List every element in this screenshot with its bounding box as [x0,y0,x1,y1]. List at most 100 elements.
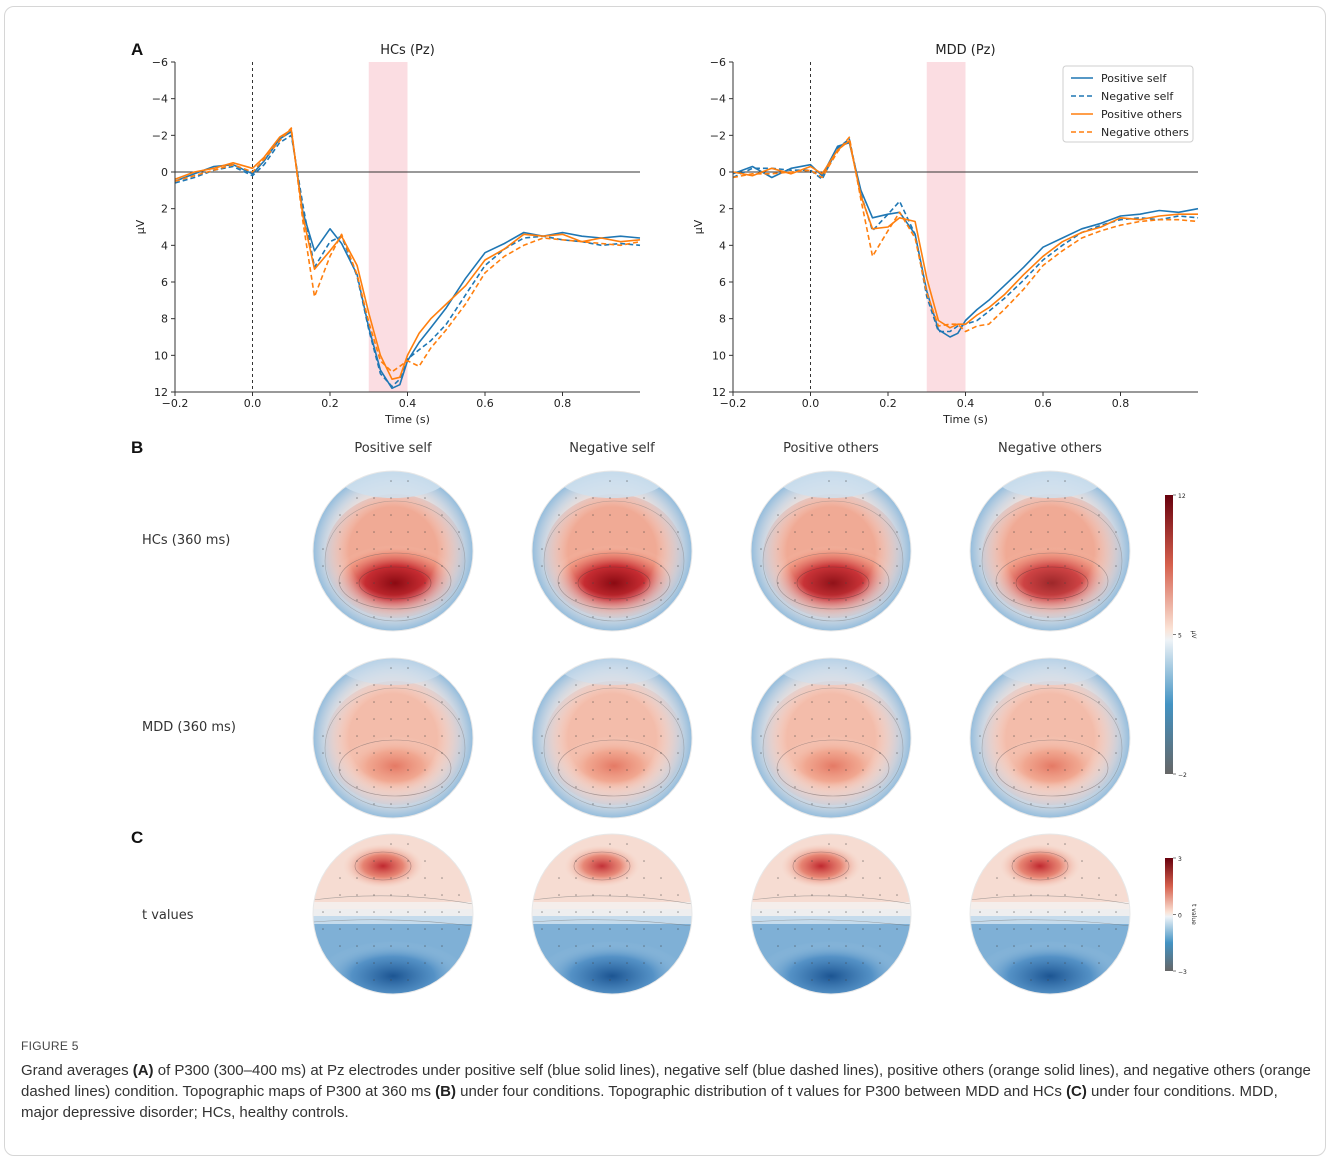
y-tick-label: 2 [719,203,726,216]
colorbar-label: t value [1190,904,1197,925]
x-axis-label: Time (s) [384,413,430,426]
caption-seg-4: under four conditions. Topographic distr… [455,1083,1067,1100]
head-outline [750,470,912,632]
colorbar-tick-label: 0 [1178,913,1182,920]
colorbar-tick-label: 5 [1178,633,1182,640]
figure-caption: Grand averages (A) of P300 (300–400 ms) … [21,1060,1311,1123]
y-tick-label: 4 [161,239,168,252]
row-label-hcs: HCs (360 ms) [142,533,231,548]
series-line-positive-others [174,129,641,381]
legend-box [1062,65,1194,143]
series-line-positive-others [732,140,1198,329]
figure-label: FIGURE 5 [21,1039,79,1053]
topomap [750,657,912,819]
y-tick-label: 2 [161,203,168,216]
head-outline [531,470,693,632]
x-tick-label: 0.8 [1112,397,1130,410]
y-tick-label: 8 [719,313,726,326]
topomap [969,833,1131,995]
chart-title: HCs (Pz) [380,43,435,58]
head-outline [969,833,1131,995]
erp-chart-mdd: −6 −4 −2 0 2 4 6 8 10 12−0.2 0.0 0.2 0.4 0.6 0.8 MDD (P… [692,43,1199,426]
y-tick-label: 4 [719,239,726,252]
series-line-negative-self [732,138,1199,333]
x-tick-label: 0.6 [1034,397,1052,410]
x-tick-label: 0.2 [879,397,897,410]
x-tick-label: 0.0 [802,397,820,410]
x-tick-label: 0.8 [554,397,572,410]
panel-letter-a: A [131,40,144,59]
y-tick-label: 12 [154,386,168,399]
x-tick-label: 0.4 [399,397,417,410]
legend-label: Negative self [1101,90,1174,103]
y-tick-label: −2 [152,129,168,142]
topomap [312,657,474,819]
head-outline [750,833,912,995]
y-tick-label: 0 [719,166,726,179]
y-tick-label: −2 [710,129,726,142]
colorbar: 12 5 −2 µV [1165,493,1197,779]
y-tick-label: −4 [152,93,168,106]
erp-chart-hcs: −6 −4 −2 0 2 4 6 8 10 12−0.2 0.0 0.2 0.4 0.6 0.8 HCs (P… [134,43,641,426]
y-tick-label: 8 [161,313,168,326]
x-tick-label: −0.2 [720,397,747,410]
colorbar-tick-label: 12 [1178,493,1186,500]
row-label-mdd: MDD (360 ms) [142,720,236,735]
x-tick-label: 0.2 [321,397,339,410]
head-outline [312,833,474,995]
y-tick-label: −6 [152,56,168,69]
series-line-negative-others [174,127,641,373]
caption-seg-0: Grand averages [21,1062,133,1079]
panel-letter-b: B [131,438,144,457]
head-outline [312,657,474,819]
colorbar-tick-label: 3 [1178,856,1182,863]
figure-frame [4,6,1326,1156]
y-tick-label: −4 [710,93,726,106]
topomap [531,657,693,819]
head-outline [531,833,693,995]
row-label-t-values: t values [142,908,194,923]
series-line-negative-others [732,136,1199,333]
colorbar: 3 0 −3 t value [1165,856,1197,976]
series-line-positive-self [732,141,1199,338]
topomap [969,657,1131,819]
topomap [969,470,1131,632]
head-outline [969,657,1131,819]
x-axis-label: Time (s) [942,413,988,426]
y-tick-label: −6 [710,56,726,69]
colorbar-label: µV [1190,631,1197,640]
legend: Positive self Negative self Positive other… [1062,65,1194,143]
y-tick-label: 10 [154,349,168,362]
y-tick-label: 6 [719,276,726,289]
caption-seg-6: under four conditions. MDD, major depres… [21,1083,1278,1121]
panel-letter-c: C [131,828,144,847]
colorbar-tick-label: −2 [1178,772,1187,779]
y-tick-label: 10 [712,349,726,362]
head-outline [312,470,474,632]
y-tick-label: 6 [161,276,168,289]
topomap [750,833,912,995]
y-tick-label: 0 [161,166,168,179]
condition-label-positive-self: Positive self [354,441,432,456]
head-outline [531,657,693,819]
head-outline [750,657,912,819]
colorbar-gradient [1165,858,1173,971]
p300-window-highlight [926,62,966,392]
chart-title: MDD (Pz) [935,43,995,58]
x-tick-label: 0.0 [244,397,262,410]
condition-label-negative-others: Negative others [998,441,1102,456]
caption-seg-2: of P300 (300–400 ms) at Pz electrodes un… [21,1062,1311,1100]
topomap [312,470,474,632]
caption-seg-3: (B) [435,1083,456,1100]
x-tick-label: −0.2 [162,397,189,410]
y-axis-label: µV [134,219,147,234]
condition-label-positive-others: Positive others [783,441,879,456]
topomap [531,833,693,995]
topomap [531,470,693,632]
legend-label: Positive self [1101,72,1167,85]
legend-label: Negative others [1101,126,1189,139]
x-tick-label: 0.6 [476,397,494,410]
x-tick-label: 0.4 [957,397,975,410]
y-tick-label: 12 [712,386,726,399]
